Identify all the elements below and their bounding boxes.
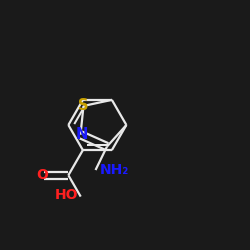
Text: NH₂: NH₂ — [100, 163, 129, 177]
Text: O: O — [36, 168, 48, 182]
Text: HO: HO — [54, 188, 78, 202]
Text: N: N — [76, 127, 88, 142]
Text: S: S — [78, 98, 89, 114]
